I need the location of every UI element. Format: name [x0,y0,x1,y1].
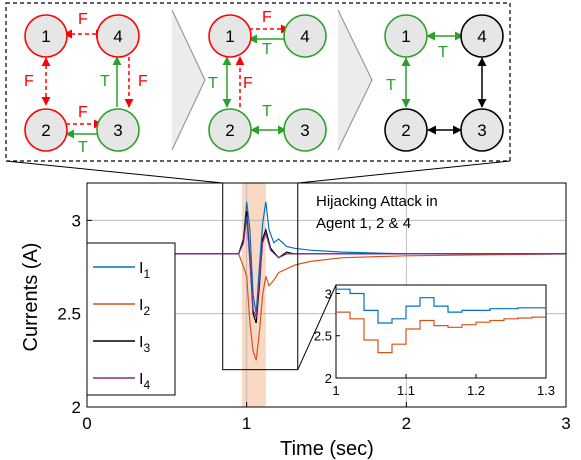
edge-label: F [138,73,148,90]
graph-node [24,108,68,152]
graph-node-label: 4 [300,27,309,46]
inset-x-tick-label: 1.3 [537,383,555,398]
transition-chevron-icon [171,9,206,151]
y-tick-label: 3 [72,211,81,230]
graph-stage-3: T T 1 4 2 3 [384,14,504,152]
graph-node [24,14,68,58]
edge-label: T [262,103,272,120]
network-panel-frame [5,2,511,162]
graph-nodes: 1 4 2 3 [384,14,504,152]
graph-nodes: 1 4 2 3 [24,14,140,152]
inset-x-tick-label: 1.1 [397,383,415,398]
inset-series-line [336,311,546,354]
series-line-I4 [87,216,566,318]
inset-plot: 1 1.1 1.2 1.3 2 2.5 3 [314,284,555,398]
graph-node-label: 3 [477,121,486,140]
legend: I1 I2 I3 I4 [86,242,176,396]
edge-label: T [208,75,218,92]
edge-label: T [438,44,448,61]
graph-node [96,14,140,58]
y-tick-label: 2.5 [57,305,81,324]
graph-node-label: 2 [401,121,410,140]
graph-node-label: 4 [477,27,486,46]
graph-node-label: 3 [300,121,309,140]
edge-label: T [386,77,396,94]
x-tick-label: 2 [402,414,411,433]
inset-y-tick-label: 2.5 [314,329,332,344]
x-tick-label: 0 [82,414,91,433]
graph-node [460,14,504,58]
graph-node [283,108,327,152]
edge-label: F [243,75,253,92]
edge-label: T [78,139,88,156]
graph-node [384,108,428,152]
graph-node [208,108,252,152]
legend-label: I2 [139,297,150,318]
inset-frame [335,284,547,379]
graph-node [283,14,327,58]
graph-node [96,108,140,152]
legend-label: I4 [139,371,150,392]
transition-chevron-icon [337,9,373,151]
zoom-connector-line [5,160,224,184]
graph-node-label: 2 [41,121,50,140]
zoom-rectangle [222,182,299,371]
y-axis-label: Currents (A) [20,243,42,352]
inset-x-tick-label: 1 [332,383,339,398]
attack-annotation: Hijacking Attack in [316,193,438,210]
graph-node-label: 1 [41,27,50,46]
graph-node [208,14,252,58]
graph-node-label: 3 [113,121,122,140]
attack-annotation: Agent 1, 2 & 4 [316,215,411,232]
edge-label: T [100,73,110,90]
x-tick-label: 1 [242,414,251,433]
zoom-connector-line [297,284,337,370]
legend-label: I1 [139,260,150,281]
edge-label: T [262,41,272,58]
graph-node-label: 1 [401,27,410,46]
graph-stage-1: F F F T F T 1 4 2 3 [24,11,148,156]
edge-label: F [78,11,88,28]
graph-node-label: 2 [225,121,234,140]
legend-box [86,242,176,396]
inset-y-tick-label: 2 [325,371,332,386]
edge-label: F [24,73,34,90]
graph-node [384,14,428,58]
x-axis-label: Time (sec) [280,438,374,460]
inset-y-tick-label: 3 [325,286,332,301]
legend-label: I3 [139,334,150,355]
inset-x-tick-label: 1.2 [467,383,485,398]
y-tick-label: 2 [72,398,81,417]
inset-series-line [336,288,546,324]
series-line-I2 [87,253,567,361]
zoom-connector-line [297,160,511,184]
graph-node-label: 4 [113,27,122,46]
network-panel: F F F T F T 1 4 2 3 F T T F T 1 4 2 3 [5,2,511,162]
series-line-I1 [87,201,566,314]
graph-nodes: 1 4 2 3 [208,14,327,152]
x-tick-label: 3 [561,414,570,433]
graph-node [460,108,504,152]
graph-stage-2: F T T F T 1 4 2 3 [208,9,327,152]
graph-node-label: 1 [225,27,234,46]
edge-label: F [262,9,272,26]
edge-label: F [78,104,88,121]
